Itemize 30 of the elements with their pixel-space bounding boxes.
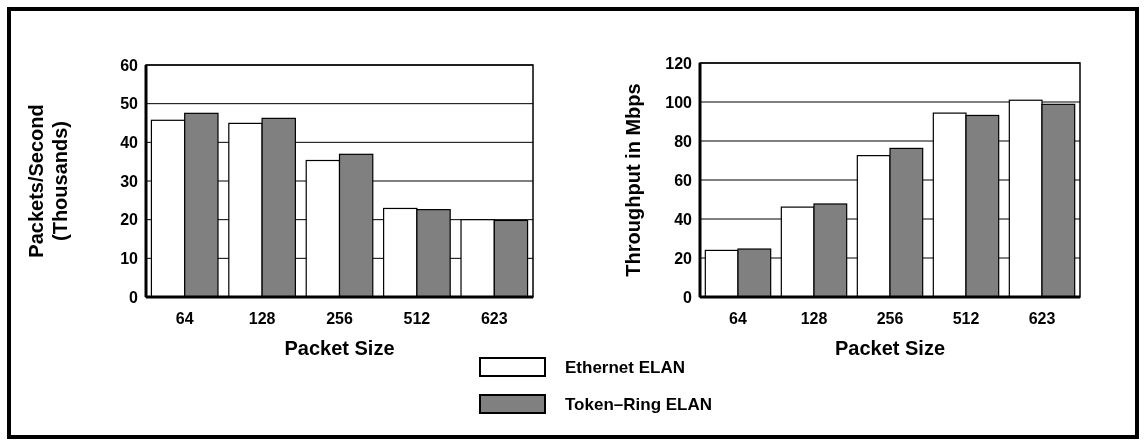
x-tick-label: 64 [175, 310, 194, 327]
x-tick-label: 128 [800, 310, 828, 327]
y-tick-label: 100 [665, 93, 693, 111]
x-axis-title: Packet Size [284, 337, 395, 359]
y-tick-label: 0 [683, 288, 693, 306]
y-axis-title: Packets/Second (Thousands) [25, 104, 71, 258]
y-tick-label: 120 [665, 54, 693, 72]
y-tick-label: 60 [120, 56, 139, 74]
y-tick-label: 50 [120, 95, 139, 113]
x-tick-label: 512 [403, 310, 431, 327]
y-tick-label: 40 [674, 210, 693, 228]
x-tick-label: 256 [326, 310, 353, 327]
y-tick-label: 60 [674, 171, 693, 189]
y-tick-label: 20 [120, 211, 139, 229]
y-tick-label: 10 [120, 249, 139, 267]
y-tick-label: 20 [674, 249, 693, 267]
x-tick-label: 256 [876, 310, 904, 327]
x-tick-label: 623 [480, 310, 508, 327]
x-tick-label: 623 [1028, 310, 1056, 327]
x-axis-title: Packet Size [834, 337, 946, 359]
legend-label: Token–Ring ELAN [565, 395, 713, 414]
y-axis-title: Throughput in Mbps [622, 83, 644, 277]
y-tick-label: 0 [129, 288, 139, 306]
y-tick-label: 80 [674, 132, 693, 150]
y-tick-label: 40 [120, 133, 139, 151]
x-tick-label: 128 [248, 310, 276, 327]
x-tick-label: 64 [729, 310, 747, 327]
x-tick-label: 512 [952, 310, 980, 327]
y-tick-label: 30 [120, 172, 139, 190]
legend-label: Ethernet ELAN [565, 358, 685, 377]
